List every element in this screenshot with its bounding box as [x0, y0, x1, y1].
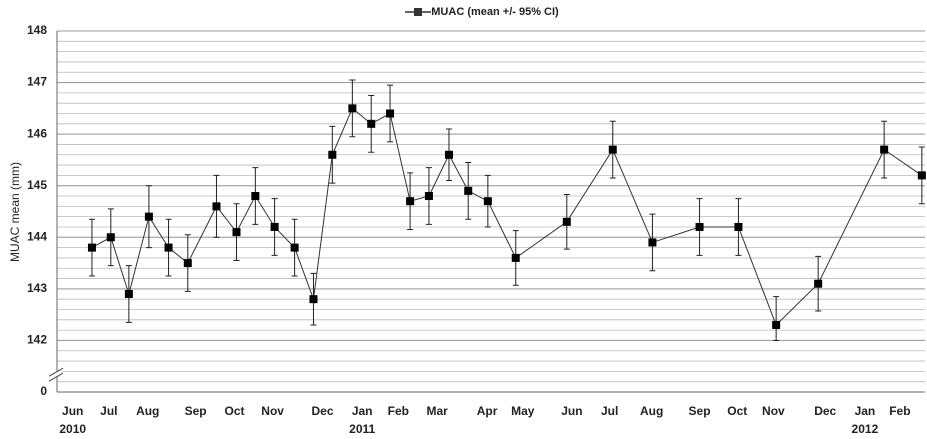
- data-point: [183, 259, 192, 268]
- x-year-label: 2011: [349, 422, 375, 436]
- x-tick-label: Nov: [261, 404, 284, 418]
- x-tick-label: May: [511, 404, 535, 418]
- x-tick-label: Dec: [311, 404, 333, 418]
- data-point: [814, 279, 823, 288]
- data-point: [772, 320, 781, 329]
- data-point: [270, 222, 279, 231]
- axis-break: [48, 367, 64, 377]
- data-point: [695, 222, 704, 231]
- data-point: [232, 228, 241, 237]
- data-point: [386, 109, 395, 118]
- data-point: [734, 222, 743, 231]
- legend-marker: [414, 8, 422, 16]
- data-point: [367, 119, 376, 128]
- y-tick-label: 147: [27, 75, 47, 89]
- data-point: [328, 150, 337, 159]
- y-tick-label: 146: [27, 126, 47, 140]
- x-tick-label: Feb: [889, 404, 910, 418]
- data-point: [144, 212, 153, 221]
- x-tick-label: Sep: [689, 404, 711, 418]
- x-tick-label: Aug: [640, 404, 663, 418]
- x-tick-label: Jan: [855, 404, 876, 418]
- axis-break: [48, 372, 64, 382]
- x-tick-label: Mar: [427, 404, 449, 418]
- data-point: [87, 243, 96, 252]
- x-tick-label: Nov: [762, 404, 785, 418]
- x-tick-label: Oct: [727, 404, 747, 418]
- x-tick-label: Oct: [225, 404, 245, 418]
- data-point: [483, 197, 492, 206]
- data-point: [608, 145, 617, 154]
- data-point: [164, 243, 173, 252]
- x-tick-label: Apr: [477, 404, 498, 418]
- y-tick-label: 0: [40, 384, 47, 398]
- data-point: [212, 202, 221, 211]
- error-bar: [773, 296, 780, 342]
- data-point: [648, 238, 657, 247]
- data-point: [290, 243, 299, 252]
- x-year-label: 2012: [852, 422, 879, 436]
- y-tick-label: 143: [27, 281, 47, 295]
- y-tick-label: 145: [27, 178, 47, 192]
- data-point: [424, 192, 433, 201]
- data-point: [348, 104, 357, 113]
- data-point: [444, 150, 453, 159]
- x-tick-label: Sep: [185, 404, 207, 418]
- y-tick-label: 144: [27, 229, 47, 243]
- data-point: [251, 192, 260, 201]
- axis-break-gap: [51, 371, 63, 378]
- x-tick-label: Jun: [561, 404, 582, 418]
- x-tick-label: Feb: [388, 404, 409, 418]
- x-tick-label: Jan: [352, 404, 373, 418]
- y-axis-label: MUAC mean (mm): [8, 162, 22, 262]
- x-tick-label: Jul: [100, 404, 117, 418]
- y-tick-label: 148: [27, 23, 47, 37]
- data-point: [124, 290, 133, 299]
- y-tick-label: 142: [27, 333, 47, 347]
- x-tick-label: Aug: [136, 404, 159, 418]
- data-point: [106, 233, 115, 242]
- x-year-label: 2010: [59, 422, 86, 436]
- data-point: [917, 171, 926, 180]
- x-tick-label: Jun: [62, 404, 83, 418]
- data-point: [464, 186, 473, 195]
- x-tick-label: Dec: [814, 404, 836, 418]
- data-point: [406, 197, 415, 206]
- data-point: [511, 253, 520, 262]
- data-point: [309, 295, 318, 304]
- data-point: [562, 217, 571, 226]
- legend-label: MUAC (mean +/- 95% CI): [431, 6, 559, 18]
- x-tick-label: Jul: [601, 404, 618, 418]
- data-point: [880, 145, 889, 154]
